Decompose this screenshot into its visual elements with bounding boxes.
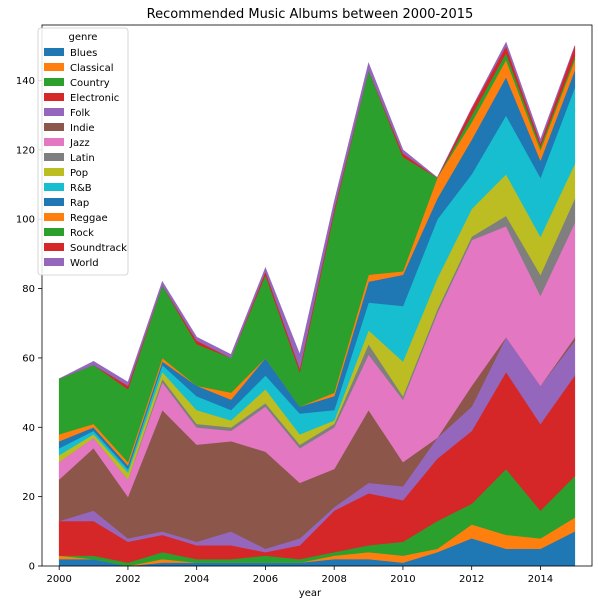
- legend-swatch-jazz: [44, 138, 64, 146]
- legend-swatch-classical: [44, 63, 64, 71]
- y-tick-label: 120: [16, 145, 35, 156]
- x-tick-label: 2006: [253, 574, 278, 585]
- legend-swatch-folk: [44, 108, 64, 116]
- y-tick-label: 140: [16, 76, 35, 87]
- legend-swatch-blues: [44, 48, 64, 56]
- y-tick-label: 60: [22, 353, 35, 364]
- legend-swatch-world: [44, 258, 64, 266]
- legend-swatch-pop: [44, 168, 64, 176]
- x-tick-label: 2002: [115, 574, 140, 585]
- legend-swatch-r-b: [44, 183, 64, 191]
- x-axis-ticks: 2000 2002 2004 2006 2008 2010 2012 2014: [46, 566, 553, 585]
- x-tick-label: 2004: [184, 574, 209, 585]
- legend-label-latin: Latin: [70, 153, 95, 164]
- legend-label-rap: Rap: [70, 198, 89, 209]
- legend-label-rock: Rock: [70, 228, 94, 239]
- legend-label-soundtrack: Soundtrack: [70, 243, 127, 254]
- legend-label-electronic: Electronic: [70, 93, 119, 104]
- legend-label-classical: Classical: [70, 63, 114, 74]
- legend-swatch-latin: [44, 153, 64, 161]
- x-tick-label: 2012: [459, 574, 484, 585]
- legend-label-indie: Indie: [70, 123, 95, 134]
- y-tick-label: 0: [29, 562, 35, 573]
- legend-swatch-reggae: [44, 213, 64, 221]
- y-tick-label: 20: [22, 492, 35, 503]
- legend-label-blues: Blues: [70, 48, 97, 59]
- legend-swatch-electronic: [44, 93, 64, 101]
- area-world: [59, 41, 576, 387]
- x-tick-label: 2010: [390, 574, 415, 585]
- legend-label-world: World: [70, 258, 99, 269]
- chart-title: Recommended Music Albums between 2000-20…: [147, 7, 474, 22]
- legend-label-reggae: Reggae: [70, 213, 108, 224]
- plot-frame: [41, 24, 593, 567]
- y-tick-label: 100: [16, 215, 35, 226]
- y-tick-label: 40: [22, 423, 35, 434]
- x-tick-label: 2000: [46, 574, 71, 585]
- legend-swatch-rap: [44, 198, 64, 206]
- legend-swatch-soundtrack: [44, 243, 64, 251]
- legend-title: genre: [69, 32, 98, 43]
- x-tick-label: 2008: [321, 574, 346, 585]
- legend-swatch-indie: [44, 123, 64, 131]
- legend-label-jazz: Jazz: [69, 138, 90, 149]
- y-tick-label: 80: [22, 284, 35, 295]
- area-layers: [58, 41, 576, 567]
- legend-label-r-b: R&B: [70, 183, 92, 194]
- legend-swatch-rock: [44, 228, 64, 236]
- legend-label-pop: Pop: [70, 168, 88, 179]
- x-tick-label: 2014: [528, 574, 553, 585]
- legend-label-country: Country: [70, 78, 110, 89]
- legend-swatch-country: [44, 78, 64, 86]
- legend: genre Blues Classical Country Electronic Folk…: [37, 27, 129, 276]
- x-axis-label: year: [299, 588, 322, 599]
- y-axis-ticks: 0 20 40 60 80 100 120 140: [16, 76, 42, 573]
- legend-label-folk: Folk: [70, 108, 90, 119]
